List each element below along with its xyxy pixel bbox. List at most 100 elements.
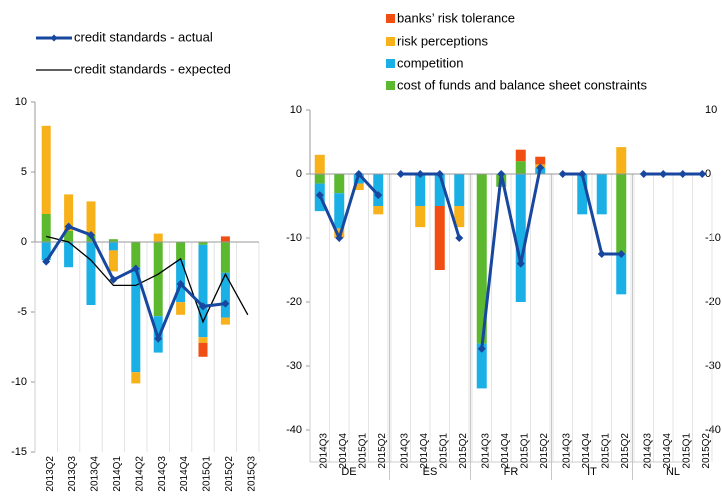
right-x-tick-label: 2014Q3 [561, 433, 572, 469]
right-actual-marker [396, 170, 405, 178]
right-group-label: DE [341, 466, 356, 478]
right-bar-competition [373, 174, 384, 206]
right-y-tick-label: -10 [286, 232, 302, 244]
left-bar-competition [220, 272, 230, 318]
left-y-tick-label: -15 [11, 446, 27, 458]
right-bar-risk_perceptions [454, 206, 465, 228]
legend-actual-marker [50, 34, 58, 42]
left-bar-cost_of_funds [220, 242, 230, 273]
right-x-tick-label: 2014Q4 [500, 433, 511, 469]
left-actual-marker [131, 264, 140, 273]
left-bar-competition [131, 267, 141, 373]
right-x-tick-label: 2015Q2 [458, 433, 469, 469]
right-x-tick-label: 2015Q2 [620, 433, 631, 469]
right-x-tick-label: 2014Q3 [399, 433, 410, 469]
left-x-tick-label: 2014Q1 [112, 456, 123, 492]
legend-swatch-banks_risk_tolerance [386, 14, 395, 23]
left-x-tick-label: 2014Q3 [157, 456, 168, 492]
left-bar-risk_perceptions [153, 233, 163, 242]
left-bar-competition [108, 242, 118, 251]
left-actual-marker [221, 299, 230, 308]
legend-label-banks_risk_tolerance: banks’ risk tolerance [397, 10, 515, 25]
right-bar-cost_of_funds [314, 174, 325, 184]
left-x-tick-label: 2013Q3 [67, 456, 78, 492]
right-actual-marker [374, 191, 383, 200]
secondary-y-tick-label: 10 [705, 104, 717, 116]
left-bar-risk_perceptions [220, 317, 230, 325]
right-bar-competition [334, 193, 345, 229]
right-bar-risk_perceptions [616, 147, 627, 174]
legend-label-cost_of_funds: cost of funds and balance sheet constrai… [397, 77, 648, 92]
secondary-y-tick-label: -30 [705, 360, 721, 372]
left-bar-competition [198, 244, 208, 338]
left-actual-marker [42, 257, 51, 266]
right-bar-cost_of_funds [334, 174, 345, 194]
left-bar-cost_of_funds [64, 230, 74, 242]
right-actual-line-ES [400, 172, 461, 239]
left-y-tick-label: -5 [17, 306, 27, 318]
left-y-tick-label: 0 [21, 236, 27, 248]
right-x-tick-label: 2015Q2 [539, 433, 550, 469]
right-bar-competition [616, 254, 627, 295]
right-actual-marker [335, 234, 344, 242]
right-y-tick-label: -30 [286, 360, 302, 372]
right-group-label: ES [423, 466, 438, 478]
left-x-tick-label: 2015Q1 [202, 456, 213, 492]
right-bar-competition [596, 174, 607, 215]
right-x-tick-label: 2015Q2 [377, 433, 388, 469]
right-actual-line-FR [480, 167, 542, 349]
right-x-tick-label: 2014Q4 [419, 433, 430, 469]
right-x-tick-label: 2014Q4 [662, 433, 673, 469]
legend-swatch-risk_perceptions [386, 37, 395, 46]
right-group-label: NL [666, 466, 680, 478]
right-actual-line-DE [318, 171, 380, 243]
left-actual-marker [154, 334, 163, 343]
left-x-tick-label: 2014Q4 [179, 456, 190, 492]
left-x-tick-label: 2013Q2 [45, 456, 56, 492]
right-actual-marker [315, 191, 324, 200]
left-bar-cost_of_funds [176, 242, 186, 261]
right-actual-marker [578, 170, 587, 178]
left-bar-competition [86, 242, 96, 305]
right-x-tick-label: 2015Q1 [681, 433, 692, 469]
right-bar-banks_risk_tolerance [515, 149, 526, 162]
right-bar-competition [476, 343, 487, 389]
right-x-tick-label: 2014Q3 [480, 433, 491, 469]
left-bar-banks_risk_tolerance [220, 236, 230, 242]
left-expected-line [46, 235, 249, 324]
left-actual-marker [87, 231, 95, 239]
right-bar-competition [454, 174, 465, 206]
right-bar-risk_perceptions [353, 183, 364, 190]
left-bar-cost_of_funds [198, 242, 208, 245]
left-actual-marker [64, 222, 73, 231]
right-bar-risk_perceptions [314, 154, 325, 174]
right-actual-marker [678, 170, 687, 178]
right-actual-line-IT [562, 172, 622, 256]
right-bar-competition [434, 174, 445, 206]
left-x-tick-label: 2015Q2 [224, 456, 235, 492]
left-bar-cost_of_funds [41, 214, 51, 242]
left-bar-competition [41, 242, 51, 261]
legend-swatch-cost_of_funds [386, 81, 395, 90]
legend-label-competition: competition [397, 55, 463, 70]
secondary-y-tick-label: -40 [705, 424, 721, 436]
left-bar-risk_perceptions [86, 201, 96, 235]
right-y-tick-label: -40 [286, 424, 302, 436]
right-actual-marker [617, 250, 626, 258]
right-bar-competition [515, 174, 526, 302]
right-bar-competition [415, 174, 426, 206]
secondary-y-tick-label: -10 [705, 232, 721, 244]
right-x-tick-label: 2015Q1 [600, 433, 611, 469]
left-bar-cost_of_funds [153, 242, 163, 317]
left-x-tick-label: 2014Q2 [134, 456, 145, 492]
right-actual-marker [597, 250, 606, 258]
left-bar-banks_risk_tolerance [198, 342, 208, 357]
right-x-tick-label: 2014Q3 [318, 433, 329, 469]
legend-label-actual: credit standards - actual [74, 29, 213, 44]
right-actual-marker [455, 234, 464, 242]
legend-swatch-competition [386, 59, 395, 68]
right-x-tick-label: 2014Q4 [338, 433, 349, 469]
right-x-tick-label: 2015Q1 [519, 433, 530, 469]
right-bar-risk_perceptions [415, 206, 426, 228]
